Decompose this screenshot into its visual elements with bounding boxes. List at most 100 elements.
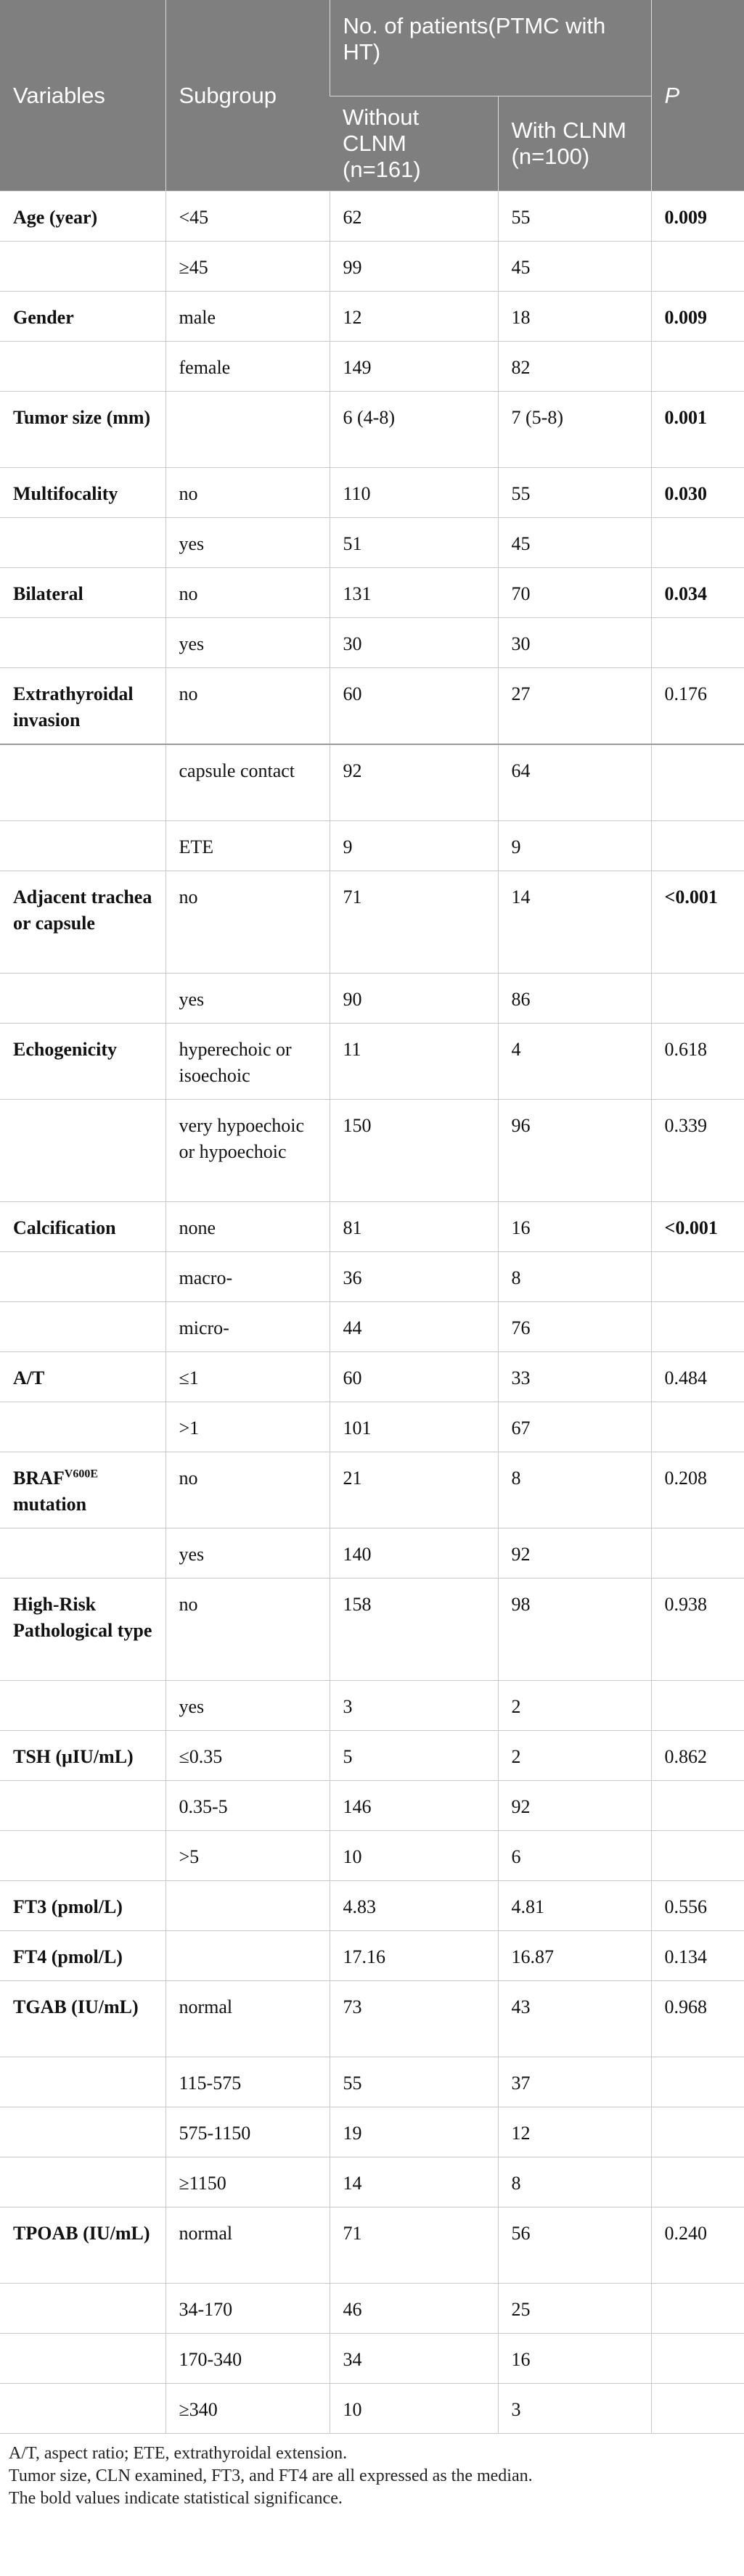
footnote-median: Tumor size, CLN examined, FT3, and FT4 a…	[9, 2466, 533, 2485]
cell-subgroup: micro-	[165, 1301, 330, 1352]
table-row: >5 10 6	[0, 1830, 744, 1881]
footnote-bold: The bold values indicate statistical sig…	[9, 2489, 343, 2508]
cell-variable	[0, 517, 165, 568]
cell-p-value: 0.208	[650, 1452, 744, 1528]
cell-p-value: 0.862	[650, 1730, 744, 1781]
cell-subgroup: yes	[165, 517, 330, 568]
cell-variable	[0, 820, 165, 871]
cell-variable: TPOAB (IU/mL)	[0, 2207, 165, 2284]
cell-variable: Echogenicity	[0, 1023, 165, 1100]
cell-with-clnm: 98	[497, 1578, 652, 1681]
cell-with-clnm: 2	[497, 1730, 652, 1781]
cell-variable	[0, 2107, 165, 2157]
cell-p-value: 0.968	[650, 1980, 744, 2057]
cell-p-value	[650, 1251, 744, 1302]
cell-with-clnm: 16	[497, 2333, 652, 2384]
cell-with-clnm: 96	[497, 1099, 652, 1202]
cell-variable	[0, 1301, 165, 1352]
cell-subgroup: ETE	[165, 820, 330, 871]
table-row: Gender male 12 18 0.009	[0, 291, 744, 342]
cell-subgroup: ≥340	[165, 2383, 330, 2434]
cell-subgroup: yes	[165, 1528, 330, 1579]
cell-variable: Multifocality	[0, 467, 165, 518]
cell-variable	[0, 241, 165, 292]
table-row: A/T ≤1 60 33 0.484	[0, 1351, 744, 1402]
table-row: TSH (μIU/mL) ≤0.35 5 2 0.862	[0, 1730, 744, 1781]
cell-without-clnm: 81	[329, 1201, 498, 1252]
cell-with-clnm: 25	[497, 2283, 652, 2334]
cell-variable	[0, 1528, 165, 1579]
header-variables: Variables	[0, 0, 165, 192]
cell-variable	[0, 341, 165, 392]
cell-without-clnm: 10	[329, 1830, 498, 1881]
table-row: Echogenicity hyperechoic or isoechoic 11 4 0…	[0, 1023, 744, 1100]
cell-with-clnm: 7 (5-8)	[497, 391, 652, 468]
cell-p-value: 0.001	[650, 391, 744, 468]
cell-subgroup: >1	[165, 1402, 330, 1452]
cell-variable: Calcification	[0, 1201, 165, 1252]
cell-p-value: 0.134	[650, 1930, 744, 1981]
cell-subgroup: no	[165, 667, 330, 745]
cell-variable: Adjacent trachea or capsule	[0, 871, 165, 974]
document-page: Variables Subgroup No. of patients(PTMC …	[0, 0, 744, 2510]
cell-without-clnm: 150	[329, 1099, 498, 1202]
table-body: Age (year) <45 62 55 0.009 ≥45 99 45 Gender male 1…	[0, 191, 744, 2434]
cell-with-clnm: 37	[497, 2057, 652, 2107]
header-patient-group: No. of patients(PTMC with HT)	[329, 0, 652, 96]
cell-without-clnm: 44	[329, 1301, 498, 1352]
cell-subgroup: yes	[165, 617, 330, 668]
cell-p-value	[650, 341, 744, 392]
cell-variable	[0, 2283, 165, 2334]
cell-variable	[0, 1780, 165, 1831]
cell-variable	[0, 1680, 165, 1731]
cell-p-value	[650, 2283, 744, 2334]
cell-without-clnm: 51	[329, 517, 498, 568]
cell-p-value: 0.339	[650, 1099, 744, 1202]
cell-with-clnm: 45	[497, 517, 652, 568]
header-without-clnm: Without CLNM (n=161)	[330, 96, 498, 192]
results-table: Variables Subgroup No. of patients(PTMC …	[0, 0, 744, 2434]
cell-subgroup	[165, 1880, 330, 1931]
cell-p-value	[650, 973, 744, 1024]
cell-subgroup	[165, 391, 330, 468]
table-row: BRAFV600E mutation no 21 8 0.208	[0, 1452, 744, 1528]
cell-with-clnm: 43	[497, 1980, 652, 2057]
cell-with-clnm: 82	[497, 341, 652, 392]
cell-subgroup: yes	[165, 973, 330, 1024]
cell-subgroup: normal	[165, 1980, 330, 2057]
cell-without-clnm: 92	[329, 744, 498, 821]
cell-subgroup: normal	[165, 2207, 330, 2284]
cell-with-clnm: 30	[497, 617, 652, 668]
cell-without-clnm: 55	[329, 2057, 498, 2107]
cell-variable	[0, 1251, 165, 1302]
cell-variable: High-Risk Pathological type	[0, 1578, 165, 1681]
cell-with-clnm: 8	[497, 1251, 652, 1302]
cell-subgroup	[165, 1930, 330, 1981]
table-row: Extrathyroidal invasion no 60 27 0.176	[0, 667, 744, 745]
table-row: Bilateral no 131 70 0.034	[0, 567, 744, 618]
cell-p-value	[650, 1830, 744, 1881]
table-row: 34-170 46 25	[0, 2283, 744, 2334]
cell-p-value: 0.030	[650, 467, 744, 518]
table-header: Variables Subgroup No. of patients(PTMC …	[0, 0, 744, 192]
cell-subgroup: <45	[165, 191, 330, 242]
cell-without-clnm: 3	[329, 1680, 498, 1731]
cell-variable	[0, 617, 165, 668]
cell-p-value	[650, 1780, 744, 1831]
cell-variable	[0, 1099, 165, 1202]
table-row: >1 101 67	[0, 1402, 744, 1452]
table-footnotes: A/T, aspect ratio; ETE, extrathyroidal e…	[0, 2434, 744, 2510]
cell-p-value	[650, 2333, 744, 2384]
cell-variable	[0, 744, 165, 821]
cell-subgroup: 0.35-5	[165, 1780, 330, 1831]
table-row: Age (year) <45 62 55 0.009	[0, 191, 744, 242]
cell-without-clnm: 36	[329, 1251, 498, 1302]
table-row: ETE 9 9	[0, 820, 744, 871]
variable-superscript: V600E	[64, 1468, 99, 1481]
cell-with-clnm: 4.81	[497, 1880, 652, 1931]
cell-p-value	[650, 617, 744, 668]
cell-without-clnm: 60	[329, 1351, 498, 1402]
table-row: ≥340 10 3	[0, 2383, 744, 2434]
cell-with-clnm: 8	[497, 2157, 652, 2207]
cell-p-value: <0.001	[650, 1201, 744, 1252]
